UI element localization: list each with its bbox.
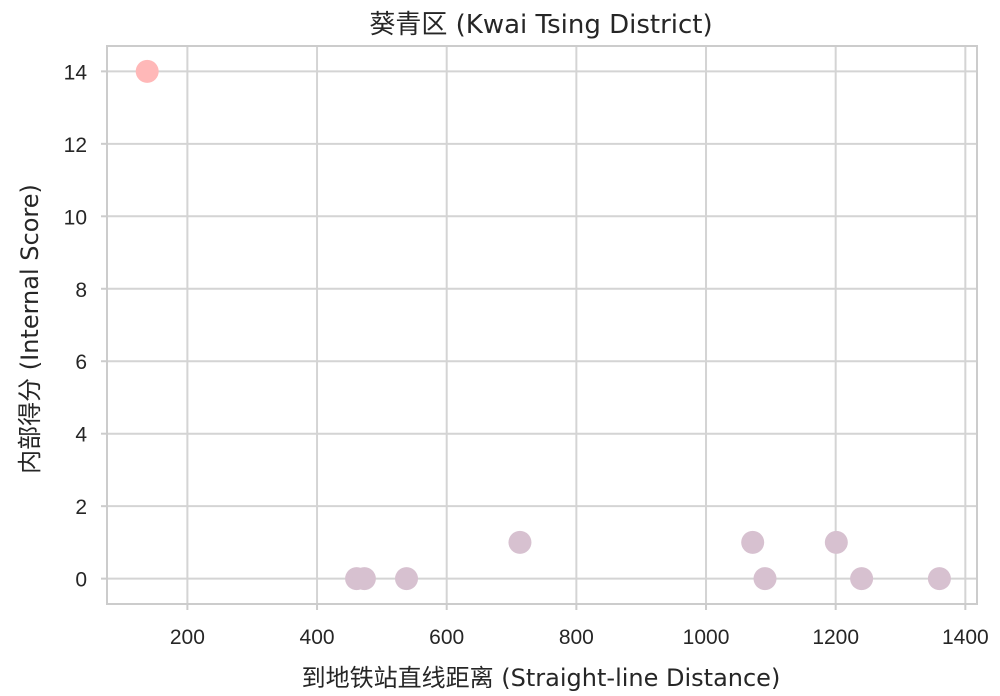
data-point xyxy=(352,567,376,591)
y-tick-label: 10 xyxy=(64,206,87,229)
data-point xyxy=(850,567,874,591)
axis-ticks: 200 400 600 800 1000 1200 1400 0 2 4 6 8 10 12 14 xyxy=(64,61,989,649)
y-tick-label: 0 xyxy=(75,569,87,592)
x-tick-label: 200 xyxy=(170,626,205,649)
x-tick-label: 800 xyxy=(559,626,594,649)
data-point xyxy=(753,567,777,591)
data-point xyxy=(741,530,765,554)
data-point xyxy=(395,567,419,591)
x-tick-label: 1400 xyxy=(942,626,989,649)
y-axis-label: 内部得分 (Internal Score) xyxy=(16,184,44,474)
y-tick-label: 6 xyxy=(75,351,87,374)
y-tick-label: 8 xyxy=(75,279,87,302)
plot-area-frame xyxy=(106,45,978,605)
x-tick-label: 1000 xyxy=(683,626,730,649)
x-tick-label: 400 xyxy=(300,626,335,649)
data-point xyxy=(508,530,532,554)
x-tick-label: 1200 xyxy=(812,626,859,649)
x-tick-label: 600 xyxy=(429,626,464,649)
y-tick-label: 2 xyxy=(75,496,87,519)
data-point xyxy=(135,59,159,83)
data-points xyxy=(135,59,951,591)
y-tick-label: 14 xyxy=(64,61,88,84)
grid xyxy=(107,46,977,604)
x-axis-label: 到地铁站直线距离 (Straight-line Distance) xyxy=(302,664,781,692)
data-point xyxy=(824,530,848,554)
y-tick-label: 4 xyxy=(75,424,87,447)
chart-title: 葵青区 (Kwai Tsing District) xyxy=(369,10,712,40)
y-tick-label: 12 xyxy=(64,134,87,157)
data-point xyxy=(927,567,951,591)
